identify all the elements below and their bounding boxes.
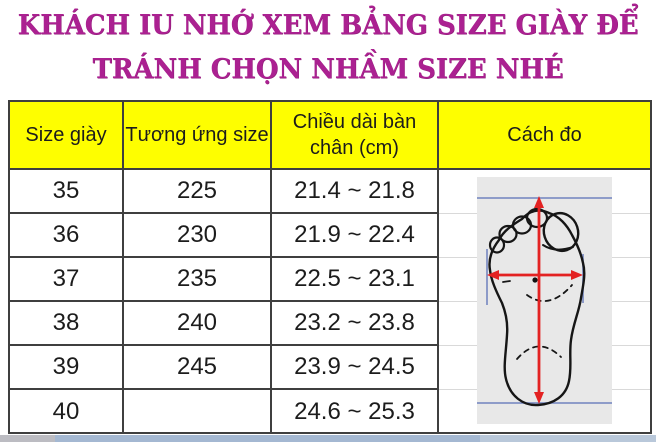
bottom-sliver-right	[480, 435, 656, 442]
table-row: 38 240 23.2 ~ 23.8	[10, 302, 650, 346]
cell-equivalent-size: 230	[124, 214, 272, 258]
cell-size: 36	[10, 214, 124, 258]
table-row: 35 225 21.4 ~ 21.8	[10, 170, 650, 214]
length-arrow	[534, 196, 544, 404]
cell-foot-length: 24.6 ~ 25.3	[272, 390, 439, 434]
cell-equivalent-size: 245	[124, 346, 272, 390]
header-chieu-dai-ban-chan: Chiều dài bàn chân (cm)	[272, 102, 439, 168]
bottom-sliver-left	[0, 435, 55, 442]
cell-size: 40	[10, 390, 124, 434]
cell-equivalent-size: 235	[124, 258, 272, 302]
cell-foot-length: 22.5 ~ 23.1	[272, 258, 439, 302]
title-line-2: TRÁNH CHỌN NHẦM SIZE NHÉ	[92, 54, 564, 85]
cell-size: 35	[10, 170, 124, 214]
toe-3	[511, 215, 533, 235]
cell-foot-length: 23.2 ~ 23.8	[272, 302, 439, 346]
foot-outline	[488, 207, 586, 407]
cell-size: 38	[10, 302, 124, 346]
toe-4	[498, 224, 518, 244]
cell-equivalent-size	[124, 390, 272, 434]
table-row: 40 24.6 ~ 25.3	[10, 390, 650, 434]
cell-size: 39	[10, 346, 124, 390]
width-arrow	[487, 270, 583, 280]
bottom-sliver-middle	[55, 435, 480, 442]
cell-foot-length: 21.9 ~ 22.4	[272, 214, 439, 258]
cell-equivalent-size: 225	[124, 170, 272, 214]
cell-size: 37	[10, 258, 124, 302]
center-dot	[532, 277, 538, 283]
table-row: 39 245 23.9 ~ 24.5	[10, 346, 650, 390]
header-tuong-ung-size: Tương ứng size	[124, 102, 272, 168]
ball-crease	[526, 284, 573, 302]
cell-foot-length: 23.9 ~ 24.5	[272, 346, 439, 390]
header-cach-do: Cách đo	[507, 124, 582, 146]
header-size-giay: Size giày	[10, 102, 124, 168]
title-line-1: KHÁCH IU NHỚ XEM BẢNG SIZE GIÀY ĐỂ	[17, 10, 639, 41]
table-header-row: Size giày Tương ứng size Chiều dài bàn c…	[10, 102, 650, 170]
cell-equivalent-size: 240	[124, 302, 272, 346]
table-row: 37 235 22.5 ~ 23.1	[10, 258, 650, 302]
page-title: KHÁCH IU NHỚ XEM BẢNG SIZE GIÀY ĐỂ TRÁNH…	[13, 4, 643, 92]
big-toe	[542, 211, 580, 253]
cell-foot-length: 21.4 ~ 21.8	[272, 170, 439, 214]
table-row: 36 230 21.9 ~ 22.4	[10, 214, 650, 258]
toe-5	[488, 236, 506, 254]
foot-measurement-diagram	[477, 177, 612, 424]
